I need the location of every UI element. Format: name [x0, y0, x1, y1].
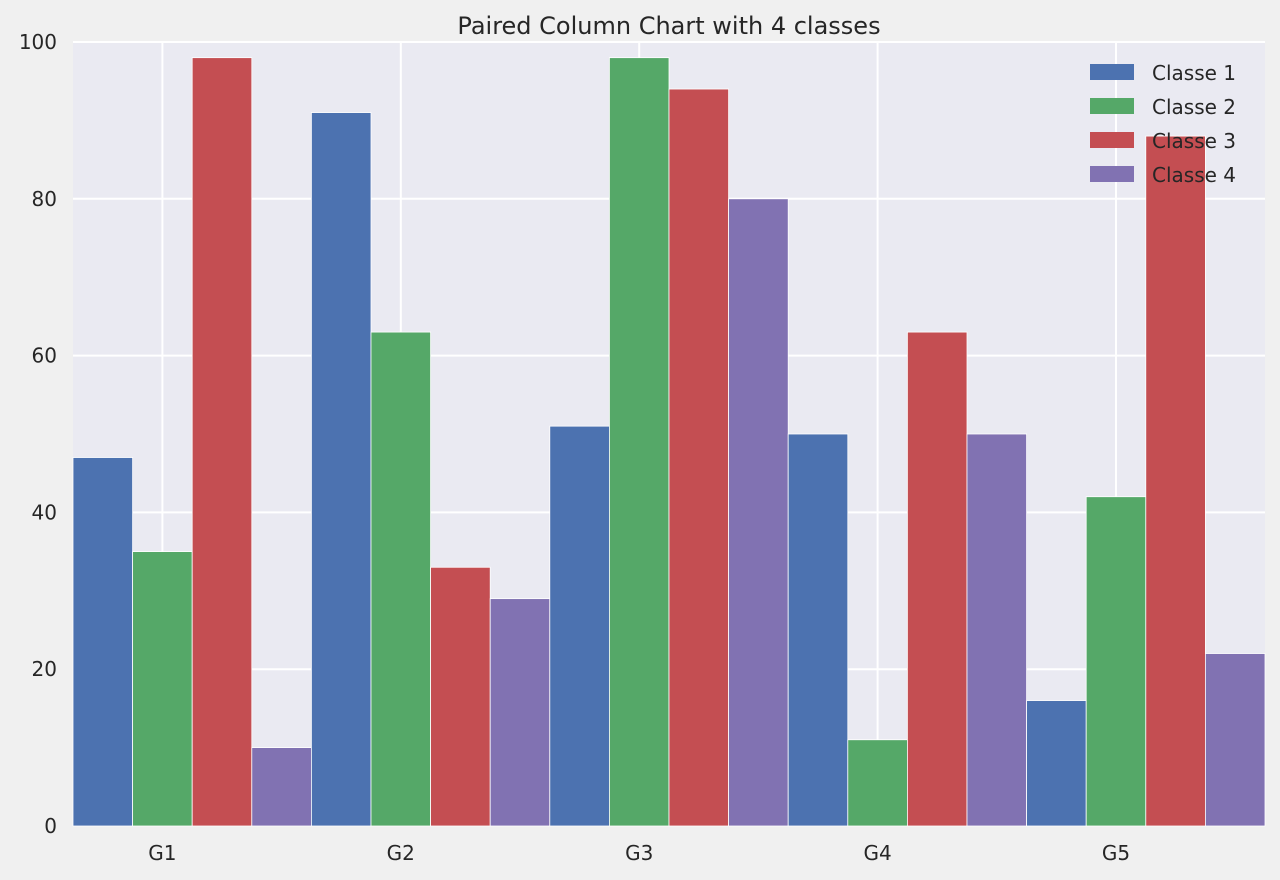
legend-label: Classe 4: [1152, 163, 1236, 187]
bar-g5-series-1: [1026, 700, 1087, 827]
bar-g2-series-1: [310, 112, 372, 827]
legend: Classe 1 Classe 2 Classe 3 Classe 4: [1090, 61, 1236, 187]
y-tick-label: 100: [19, 30, 57, 54]
bar-g1-series-3: [191, 57, 253, 827]
x-tick-label: G5: [1102, 841, 1130, 865]
y-tick-label: 60: [32, 344, 57, 368]
legend-swatch: [1090, 132, 1134, 148]
bar-g3-series-2: [609, 57, 670, 827]
x-axis: G1 G2 G3 G4 G5: [148, 841, 1130, 865]
bar-g2-series-3: [430, 566, 491, 827]
bar-g1-series-2: [132, 551, 193, 827]
legend-label: Classe 1: [1152, 61, 1236, 85]
bar-g3-series-1: [549, 425, 610, 827]
bar-g1-series-1: [72, 457, 133, 827]
legend-label: Classe 2: [1152, 95, 1236, 119]
bar-g2-series-4: [489, 598, 551, 827]
x-tick-label: G2: [387, 841, 415, 865]
x-tick-label: G1: [148, 841, 176, 865]
y-tick-label: 80: [32, 187, 57, 211]
bar-g3-series-3: [668, 88, 729, 827]
y-tick-label: 20: [32, 657, 57, 681]
legend-swatch: [1090, 64, 1134, 80]
bar-g3-series-4: [728, 198, 789, 827]
y-axis: 0 20 40 60 80 100: [19, 30, 57, 838]
bar-g1-series-4: [251, 747, 312, 827]
chart-title: Paired Column Chart with 4 classes: [457, 12, 880, 40]
bar-g4-series-1: [787, 433, 849, 827]
bars-layer: [72, 57, 1266, 827]
bar-g2-series-2: [370, 331, 431, 827]
bar-g5-series-2: [1085, 496, 1147, 827]
bar-g5-series-4: [1205, 653, 1266, 827]
y-tick-label: 40: [32, 500, 57, 524]
x-tick-label: G3: [625, 841, 653, 865]
bar-g5-series-3: [1145, 135, 1206, 827]
legend-swatch: [1090, 166, 1134, 182]
legend-label: Classe 3: [1152, 129, 1236, 153]
legend-swatch: [1090, 98, 1134, 114]
bar-g4-series-3: [907, 331, 968, 827]
bar-g4-series-4: [966, 433, 1027, 827]
bar-g4-series-2: [847, 739, 908, 827]
x-tick-label: G4: [863, 841, 891, 865]
y-tick-label: 0: [44, 814, 57, 838]
